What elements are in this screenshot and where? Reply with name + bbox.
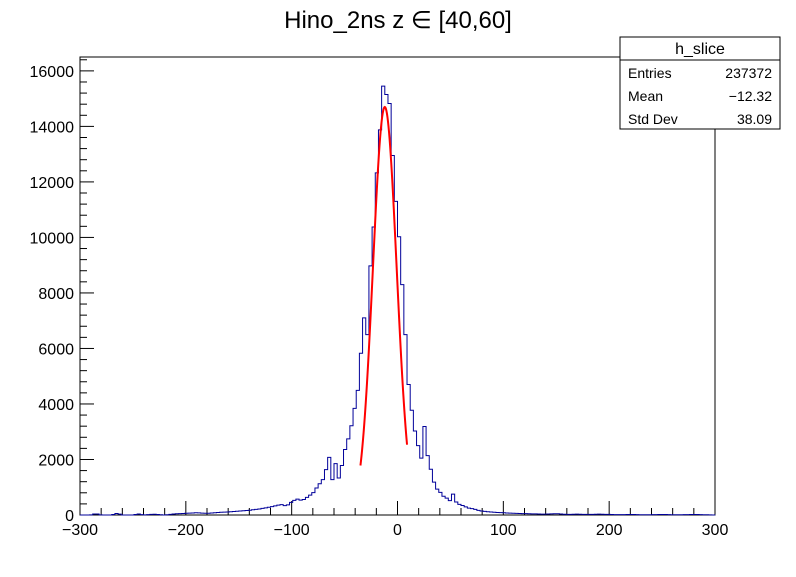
x-axis: −300 −200 −100 0 100 200 300 [62,501,728,539]
x-tick-label: −200 [168,522,204,539]
histogram-series [80,85,716,516]
stats-entries-label: Entries [628,65,672,81]
y-tick-label: 14000 [30,119,75,136]
y-tick-label: 10000 [30,230,75,247]
stats-stddev-label: Std Dev [628,111,678,127]
chart-title: Hino_2ns z ∈ [40,60] [284,7,512,34]
stats-stddev-value: 38.09 [737,111,772,127]
x-tick-label: 0 [393,522,402,539]
y-tick-label: 8000 [38,286,74,303]
y-tick-label: 16000 [30,64,75,81]
stats-entries-value: 237372 [725,65,772,81]
y-tick-label: 2000 [38,452,74,469]
x-tick-label: 200 [596,522,623,539]
y-tick-label: 0 [65,508,74,525]
stats-mean-value: −12.32 [729,88,772,104]
x-tick-label: 300 [702,522,729,539]
y-tick-label: 6000 [38,341,74,358]
stats-mean-label: Mean [628,88,663,104]
stats-box-title: h_slice [675,41,725,58]
gaussian-fit-curve [359,105,409,466]
x-tick-label: −100 [274,522,310,539]
x-tick-label: 100 [490,522,517,539]
y-tick-label: 4000 [38,397,74,414]
y-axis: 0 2000 4000 6000 8000 10000 12000 14000 16000 [30,59,94,525]
stats-box: h_slice Entries 237372 Mean −12.32 Std D… [619,36,781,130]
x-tick-label: −300 [62,522,98,539]
y-tick-label: 12000 [30,175,75,192]
stats-box-frame [619,36,781,130]
